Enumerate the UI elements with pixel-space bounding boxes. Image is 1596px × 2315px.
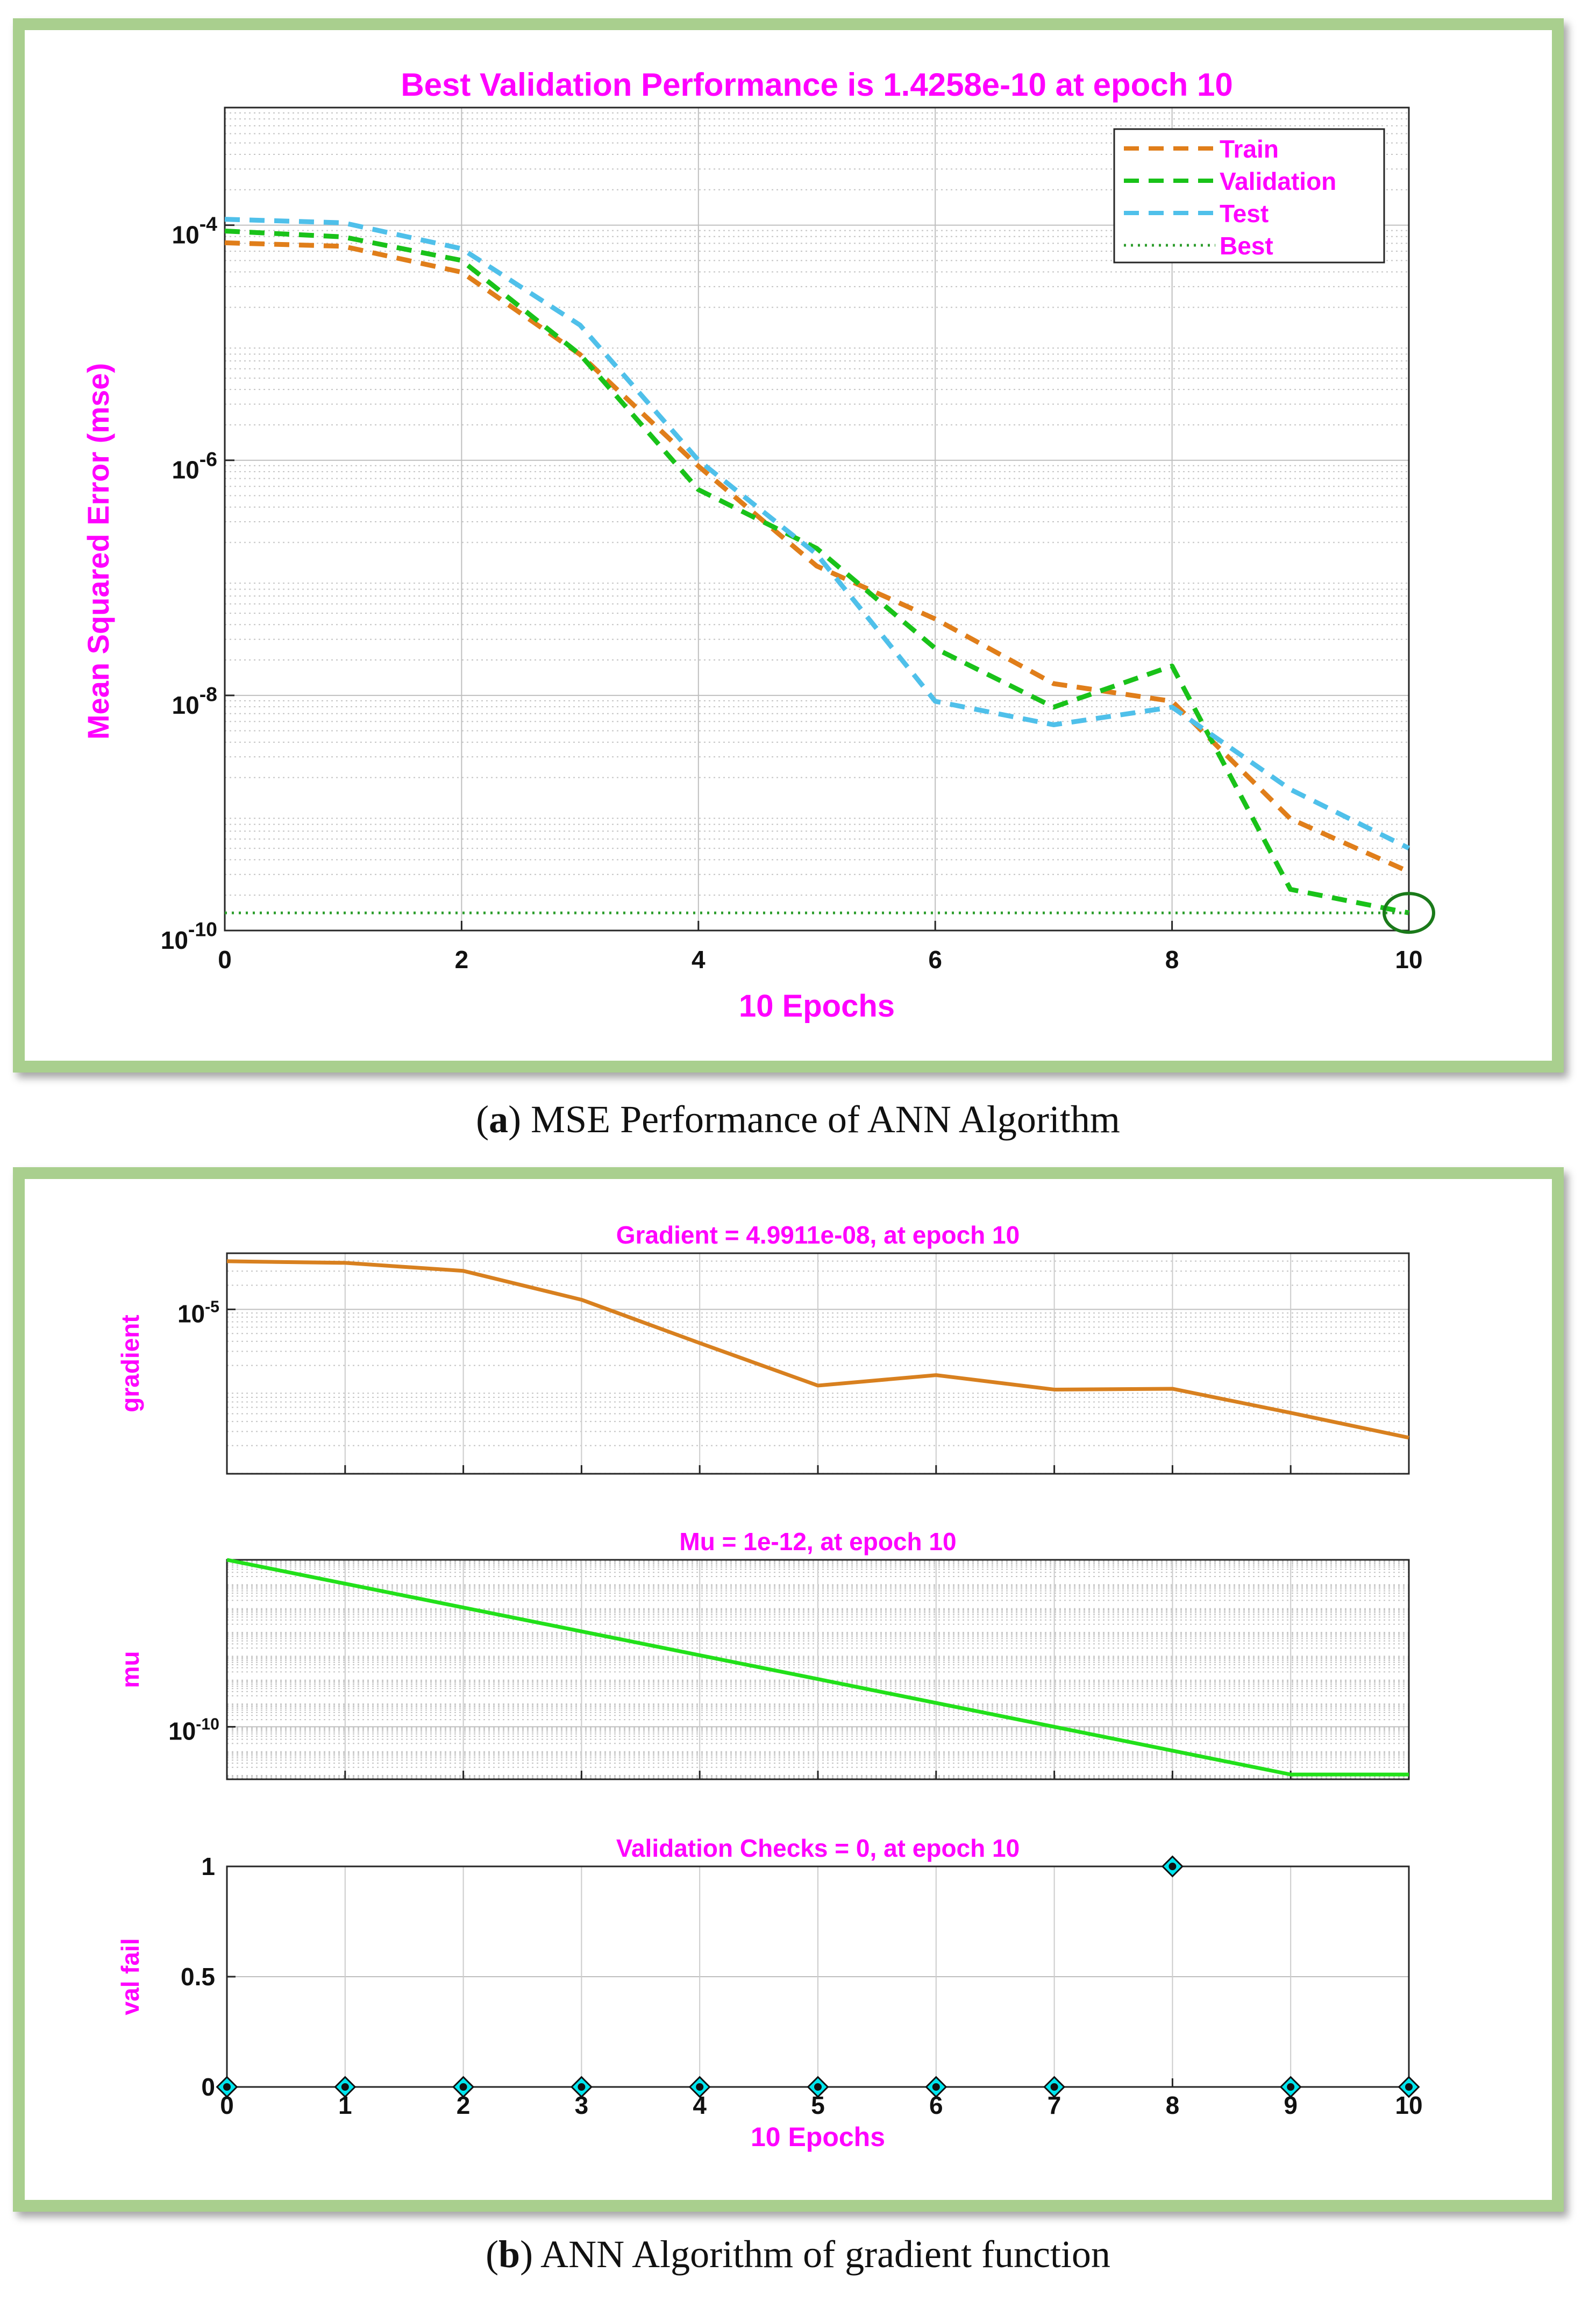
caption-a-label: a [489,1098,509,1141]
x-tick-label: 1 [338,2091,352,2119]
x-tick-label: 6 [928,946,942,974]
caption-b-text: ANN Algorithm of gradient function [533,2233,1110,2276]
x-tick-label: 4 [692,946,706,974]
legend-box [1113,128,1385,264]
x-tick-label: 0 [218,946,232,974]
val-fail-point-core [814,2083,822,2091]
legend-label-validation: Validation [1220,167,1336,195]
val-fail-point-core [1405,2083,1413,2091]
y-tick-label: 10-10 [168,1716,219,1745]
series-line-mu [226,1558,1409,1777]
x-tick-label: 7 [1048,2091,1061,2119]
chart-title: Best Validation Performance is 1.4258e-1… [401,67,1232,103]
subplot-val-fail: Validation Checks = 0, at epoch 10 val fa… [116,1834,1423,2152]
val-fail-point-core [932,2083,940,2091]
y-axis-label: val fail [116,1938,144,2015]
x-axis-label: 10 Epochs [751,2122,885,2152]
val-fail-point-core [1050,2083,1058,2091]
legend-label-train: Train [1220,135,1279,163]
y-tick-label: 10-5 [177,1298,219,1327]
x-tick-label: 2 [457,2091,471,2119]
y-tick-label: 0.5 [181,1963,215,1991]
x-axis-label: 10 Epochs [739,989,895,1024]
x-tick-label: 6 [929,2091,943,2119]
legend: Train Validation Test Best [1113,128,1385,264]
val-fail-point-core [341,2083,349,2091]
x-tick-label: 10 [1395,946,1422,974]
x-tick-label: 8 [1165,946,1179,974]
y-tick-label: 1 [201,1852,215,1880]
y-axis-label: gradient [116,1315,144,1412]
series-line-validation [224,229,1409,915]
val-fail-point-core [578,2083,586,2091]
x-tick-label: 8 [1166,2091,1180,2119]
x-tick-label: 10 [1395,2091,1422,2119]
best-marker [1383,892,1435,934]
caption-b-label: b [498,2233,521,2276]
x-tick-label: 5 [811,2091,825,2119]
y-axis-label: mu [116,1651,144,1688]
y-tick-label: 10-4 [172,212,218,248]
y-axis-label: Mean Squared Error (mse) [81,363,115,740]
plot-box [224,106,1410,932]
x-tick-label: 0 [220,2091,234,2119]
y-tick-label: 0 [201,2073,215,2101]
val-fail-point-core [1168,1863,1177,1870]
series-line-gradient [226,1259,1409,1440]
x-tick-label: 4 [693,2091,707,2119]
legend-label-test: Test [1220,200,1269,228]
subplot-gradient: Gradient = 4.9911e-08, at epoch 10 gradie… [116,1221,1410,1475]
val-fail-point-core [223,2083,231,2091]
caption-a-text: MSE Performance of ANN Algorithm [521,1098,1120,1141]
x-tick-label: 9 [1284,2091,1298,2119]
subplot-mu: Mu = 1e-12, at epoch 10 mu 10-10 [116,1528,1410,1780]
val-fail-point-core [459,2083,467,2091]
val-fail-point-core [1287,2083,1295,2091]
series-line-test [224,217,1410,851]
caption-b: (b) ANN Algorithm of gradient function [486,2233,1110,2276]
x-tick-label: 3 [575,2091,589,2119]
y-tick-label: 10-6 [172,448,217,484]
x-tick-label: 2 [455,946,469,974]
y-tick-label: 10-8 [172,683,217,719]
subplot-title: Gradient = 4.9911e-08, at epoch 10 [616,1221,1020,1249]
val-fail-point-core [696,2083,704,2091]
y-tick-label: 10-10 [161,918,217,954]
subplot-title: Validation Checks = 0, at epoch 10 [616,1834,1020,1862]
caption-a: (a) MSE Performance of ANN Algorithm [476,1098,1120,1141]
legend-label-best: Best [1220,232,1273,260]
subplot-title: Mu = 1e-12, at epoch 10 [679,1528,956,1556]
mse-chart: 0 2 4 6 8 10 10-4 10-6 10-8 10-10 Best Validation … [81,67,1435,1024]
